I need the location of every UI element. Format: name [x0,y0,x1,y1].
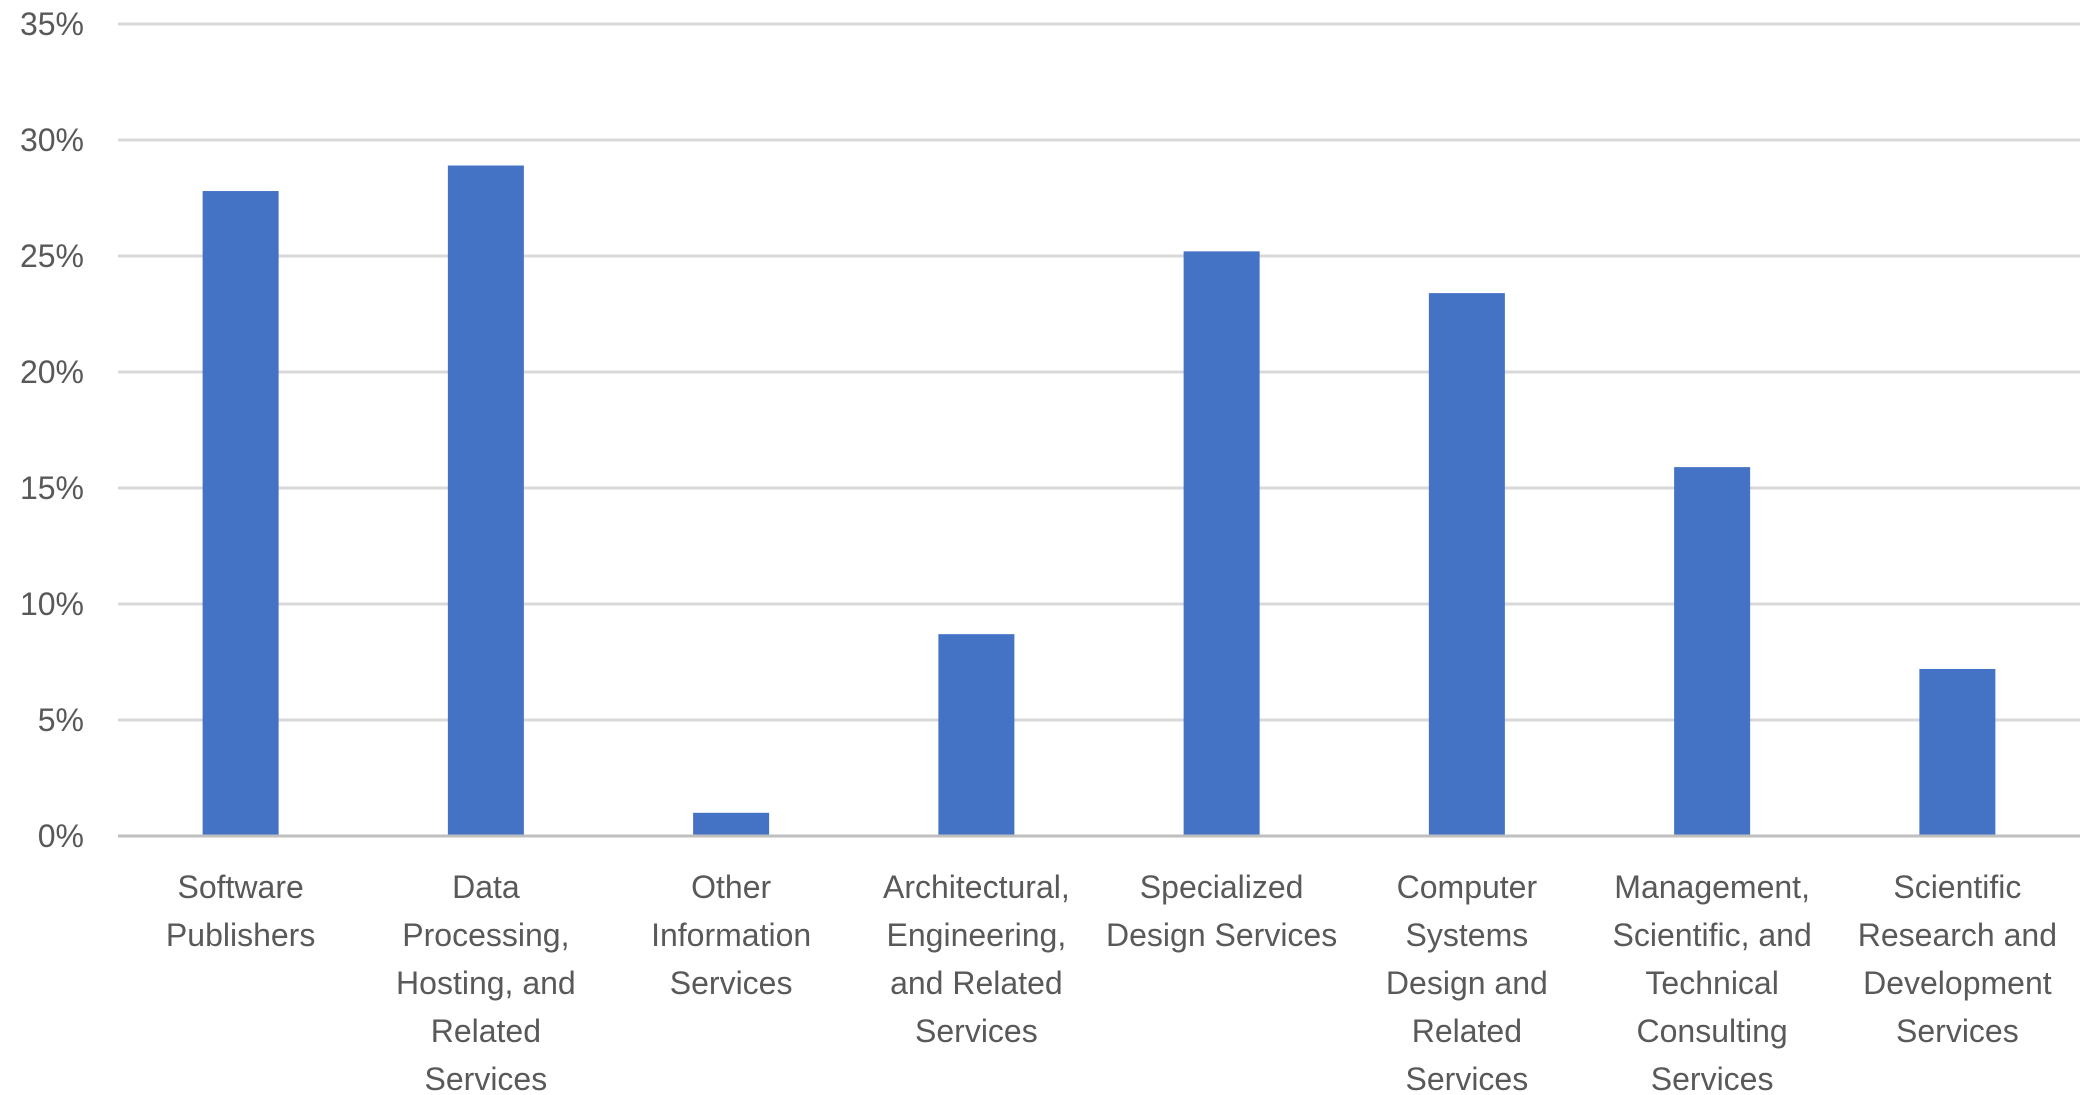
x-category-label-line: Data [452,869,520,905]
x-category-label-line: Services [425,1061,548,1095]
x-category-label: Specialized Design Services [1106,869,1337,953]
bar [1674,467,1751,836]
x-category-label: Computer Systems Design and Related Services [1386,869,1548,1095]
x-category-label: Software Publishers [166,869,315,953]
x-category-label-line: Processing, [402,917,569,953]
x-category-label: Scientific Research and Development Service… [1858,869,2057,1049]
y-tick-label: 35% [20,6,84,42]
x-category-label-line: Scientific [1893,869,2021,905]
x-category-label: Other Information Services [651,869,811,1001]
y-tick-label: 15% [20,470,84,506]
x-category-label-line: Services [1406,1061,1529,1095]
x-axis-category-labels: Software Publishers Data Processing, Hosting… [166,869,2057,1095]
y-tick-label: 5% [38,702,84,738]
bar [1183,251,1260,837]
x-category-label-line: Services [1896,1013,2019,1049]
x-category-label-line: Software [177,869,303,905]
x-category-label-line: Related [1412,1013,1522,1049]
x-category-label-line: Engineering, [887,917,1067,953]
bar [202,191,279,837]
y-tick-label: 0% [38,818,84,854]
x-category-label: Data Processing, Hosting, and Related Servic… [396,869,576,1095]
x-category-label: Management, Scientific, and Technical Consu… [1613,869,1812,1095]
x-category-label-line: Hosting, and [396,965,576,1001]
x-category-label-line: Services [670,965,793,1001]
bar [938,634,1015,836]
y-axis-tick-labels: 0% 5% 10% 15% 20% 25% 30% 35% [20,6,84,854]
bar [1428,293,1505,836]
x-category-label-line: Design Services [1106,917,1337,953]
bar [693,812,770,836]
x-category-label-line: Related [431,1013,541,1049]
bars [202,165,1996,837]
x-category-label: Architectural, Engineering, and Related Ser… [883,869,1070,1049]
x-category-label-line: Systems [1406,917,1529,953]
x-category-label-line: Computer [1397,869,1538,905]
x-category-label-line: Services [1651,1061,1774,1095]
x-category-label-line: Management, [1614,869,1810,905]
x-category-label-line: Services [915,1013,1038,1049]
x-category-label-line: Publishers [166,917,315,953]
x-category-label-line: Technical [1645,965,1778,1001]
x-category-label-line: Scientific, and [1613,917,1812,953]
gridlines [118,22,2080,722]
bar [1919,668,1996,836]
y-tick-label: 20% [20,354,84,390]
bar [447,165,524,836]
y-tick-label: 25% [20,238,84,274]
x-category-label-line: Specialized [1140,869,1304,905]
x-category-label-line: Design and [1386,965,1548,1001]
x-category-label-line: and Related [890,965,1063,1001]
x-category-label-line: Consulting [1637,1013,1788,1049]
x-category-label-line: Other [691,869,771,905]
x-category-label-line: Research and [1858,917,2057,953]
y-tick-label: 30% [20,122,84,158]
y-tick-label: 10% [20,586,84,622]
x-category-label-line: Development [1863,965,2052,1001]
x-category-label-line: Information [651,917,811,953]
x-category-label-line: Architectural, [883,869,1070,905]
